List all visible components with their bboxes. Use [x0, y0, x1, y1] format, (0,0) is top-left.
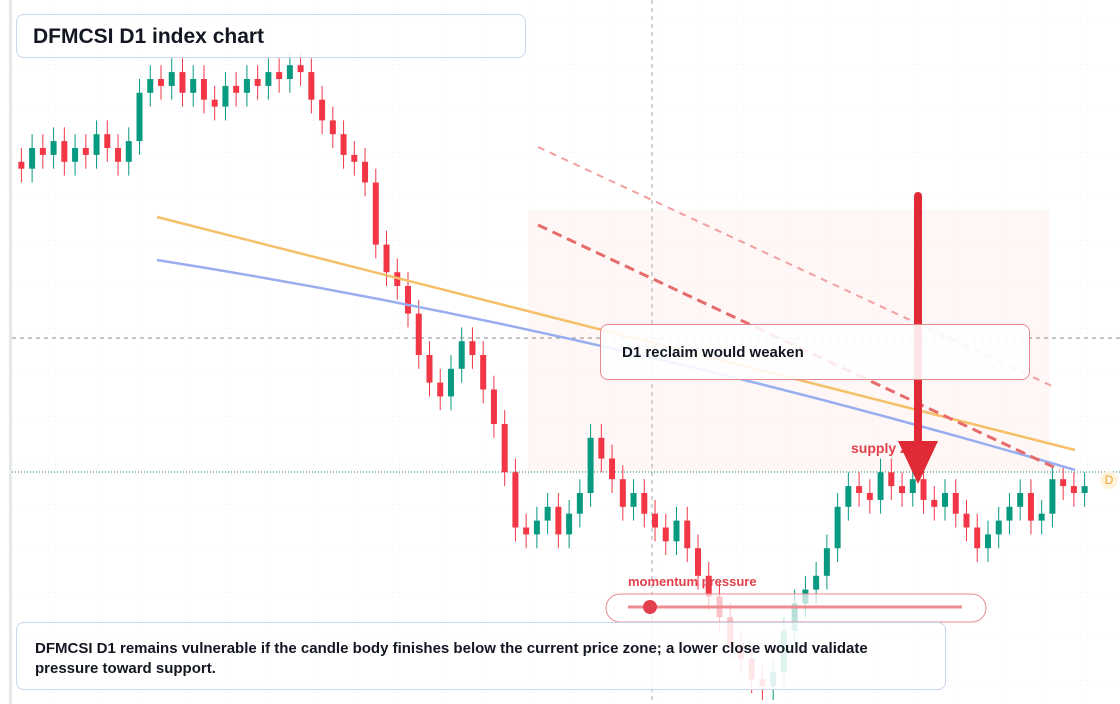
summary: DFMCSI D1 remains vulnerable if the cand…: [16, 622, 946, 690]
candle-body: [297, 65, 304, 73]
candle-body: [587, 437, 594, 493]
candle-body: [1038, 513, 1045, 521]
candle-body: [265, 72, 272, 86]
candle-body: [458, 341, 465, 369]
candle-body: [372, 182, 379, 245]
candle-body: [1070, 486, 1077, 493]
candle-body: [630, 493, 637, 507]
candle-body: [1060, 479, 1067, 487]
candle-body: [319, 99, 326, 121]
candle-body: [866, 493, 873, 500]
candle-body: [705, 575, 712, 597]
candle-body: [254, 79, 261, 86]
candle-body: [168, 72, 175, 86]
candle-body: [179, 72, 186, 93]
title-box: DFMCSI D1 index chart: [16, 14, 526, 58]
candle-body: [673, 520, 680, 542]
candle-body: [340, 134, 347, 155]
candle-body: [136, 92, 143, 142]
candle-body: [1081, 486, 1088, 493]
candle-body: [662, 527, 669, 542]
candle-body: [233, 85, 240, 93]
candle-body: [1006, 506, 1013, 521]
candle-body: [82, 148, 89, 155]
candle-body: [877, 472, 884, 500]
candle-body: [147, 79, 154, 93]
candle-body: [931, 499, 938, 507]
price-tag: D: [1100, 471, 1118, 489]
candle-body: [222, 85, 229, 107]
candle-body: [619, 479, 626, 507]
candle-body: [50, 141, 57, 155]
candle-body: [190, 79, 197, 93]
callout: D1 reclaim would weaken: [600, 324, 1030, 380]
candle-body: [823, 548, 830, 576]
candle-body: [39, 148, 46, 155]
candle-body: [1049, 479, 1056, 514]
momentum-label: momentum pressure: [628, 574, 757, 589]
candle-body: [243, 79, 250, 93]
candle-body: [329, 120, 336, 135]
candle-body: [845, 486, 852, 507]
candle-body: [856, 486, 863, 493]
candle-body: [533, 520, 540, 535]
candle-body: [920, 479, 927, 500]
candle-body: [383, 244, 390, 273]
candle-body: [426, 355, 433, 383]
candle-body: [480, 355, 487, 390]
candle-body: [694, 548, 701, 576]
zone-label: supply zone: [851, 440, 932, 456]
candle-body: [351, 154, 358, 162]
candle-body: [909, 479, 916, 493]
candle-body: [104, 134, 111, 148]
candle-body: [566, 513, 573, 535]
candle-body: [813, 575, 820, 590]
candle-body: [834, 506, 841, 549]
candle-body: [276, 72, 283, 79]
candle-body: [115, 148, 122, 162]
left-edge: [9, 0, 12, 704]
candle-body: [1017, 493, 1024, 507]
candle-body: [157, 79, 164, 86]
candle-body: [995, 520, 1002, 535]
candle-body: [544, 506, 551, 521]
candle-body: [286, 65, 293, 79]
candle-body: [984, 534, 991, 549]
candle-body: [61, 141, 68, 162]
candle-body: [963, 513, 970, 528]
candle-body: [211, 99, 218, 107]
candle-body: [523, 527, 530, 535]
candle-body: [1027, 493, 1034, 521]
candle-body: [72, 148, 79, 162]
candle-body: [576, 493, 583, 514]
candle-body: [952, 493, 959, 514]
candle-body: [362, 161, 369, 183]
candle-body: [415, 313, 422, 355]
candle-body: [29, 148, 36, 169]
candle-body: [308, 72, 315, 100]
candle-body: [469, 341, 476, 355]
candle-body: [200, 79, 207, 100]
candle-body: [888, 472, 895, 487]
candle-body: [93, 134, 100, 155]
candle-body: [125, 141, 132, 162]
candle-body: [609, 458, 616, 480]
candle-body: [974, 527, 981, 549]
candle-body: [405, 286, 412, 314]
momentum-dot: [643, 600, 657, 614]
candle-body: [447, 368, 454, 397]
candle-body: [684, 520, 691, 549]
candle-body: [598, 437, 605, 459]
candle-body: [555, 506, 562, 535]
candle-body: [641, 493, 648, 514]
candle-body: [501, 424, 508, 473]
candle-body: [437, 382, 444, 397]
candle-body: [490, 389, 497, 424]
candle-body: [899, 486, 906, 493]
candle-body: [512, 472, 519, 528]
candle-body: [942, 493, 949, 507]
candle-body: [18, 161, 25, 169]
candle-body: [652, 513, 659, 528]
